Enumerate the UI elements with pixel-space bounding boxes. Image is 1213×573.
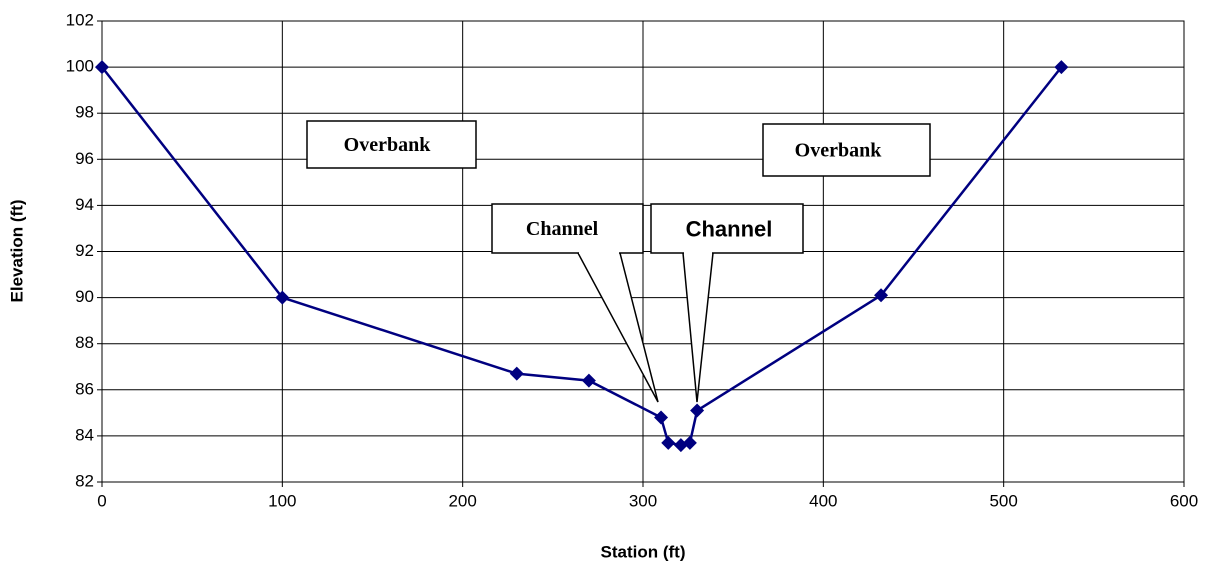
y-tick-label: 94 — [75, 195, 94, 214]
data-marker — [654, 410, 669, 425]
data-marker — [509, 366, 524, 381]
y-tick-label: 102 — [66, 10, 94, 29]
data-marker — [1054, 60, 1069, 75]
annotation-box — [306, 120, 477, 169]
y-tick-label: 96 — [75, 149, 94, 168]
y-axis-title: Elevation (ft) — [7, 200, 26, 303]
data-marker — [682, 435, 697, 450]
annotation-box — [762, 123, 931, 177]
annotation-label: Channel — [686, 216, 773, 241]
y-tick-label: 86 — [75, 379, 94, 398]
plot-frame — [101, 20, 1185, 483]
callout-pointer — [682, 252, 714, 403]
y-tick-label: 92 — [75, 241, 94, 260]
x-tick-label: 400 — [809, 491, 837, 510]
data-marker — [690, 403, 705, 418]
x-axis-title: Station (ft) — [601, 542, 686, 561]
callout-pointer — [577, 252, 659, 403]
y-tick-label: 88 — [75, 333, 94, 352]
annotation-label: Channel — [526, 218, 599, 240]
y-tick-label: 90 — [75, 287, 94, 306]
data-marker — [581, 373, 596, 388]
y-tick-label: 84 — [75, 425, 94, 444]
data-marker — [275, 290, 290, 305]
x-tick-label: 500 — [989, 491, 1017, 510]
annotation-label: Overbank — [795, 140, 883, 162]
y-tick-label: 98 — [75, 103, 94, 122]
annotation-box — [491, 203, 644, 254]
data-marker — [874, 288, 889, 303]
x-tick-label: 300 — [629, 491, 657, 510]
x-tick-label: 600 — [1170, 491, 1198, 510]
y-tick-label: 82 — [75, 471, 94, 490]
x-tick-label: 100 — [268, 491, 296, 510]
annotation-label: Overbank — [344, 134, 432, 156]
data-marker — [661, 435, 676, 450]
y-tick-label: 100 — [66, 57, 94, 76]
data-marker — [95, 60, 109, 75]
x-tick-label: 0 — [97, 491, 106, 510]
x-tick-label: 200 — [448, 491, 476, 510]
annotation-box — [650, 203, 804, 254]
